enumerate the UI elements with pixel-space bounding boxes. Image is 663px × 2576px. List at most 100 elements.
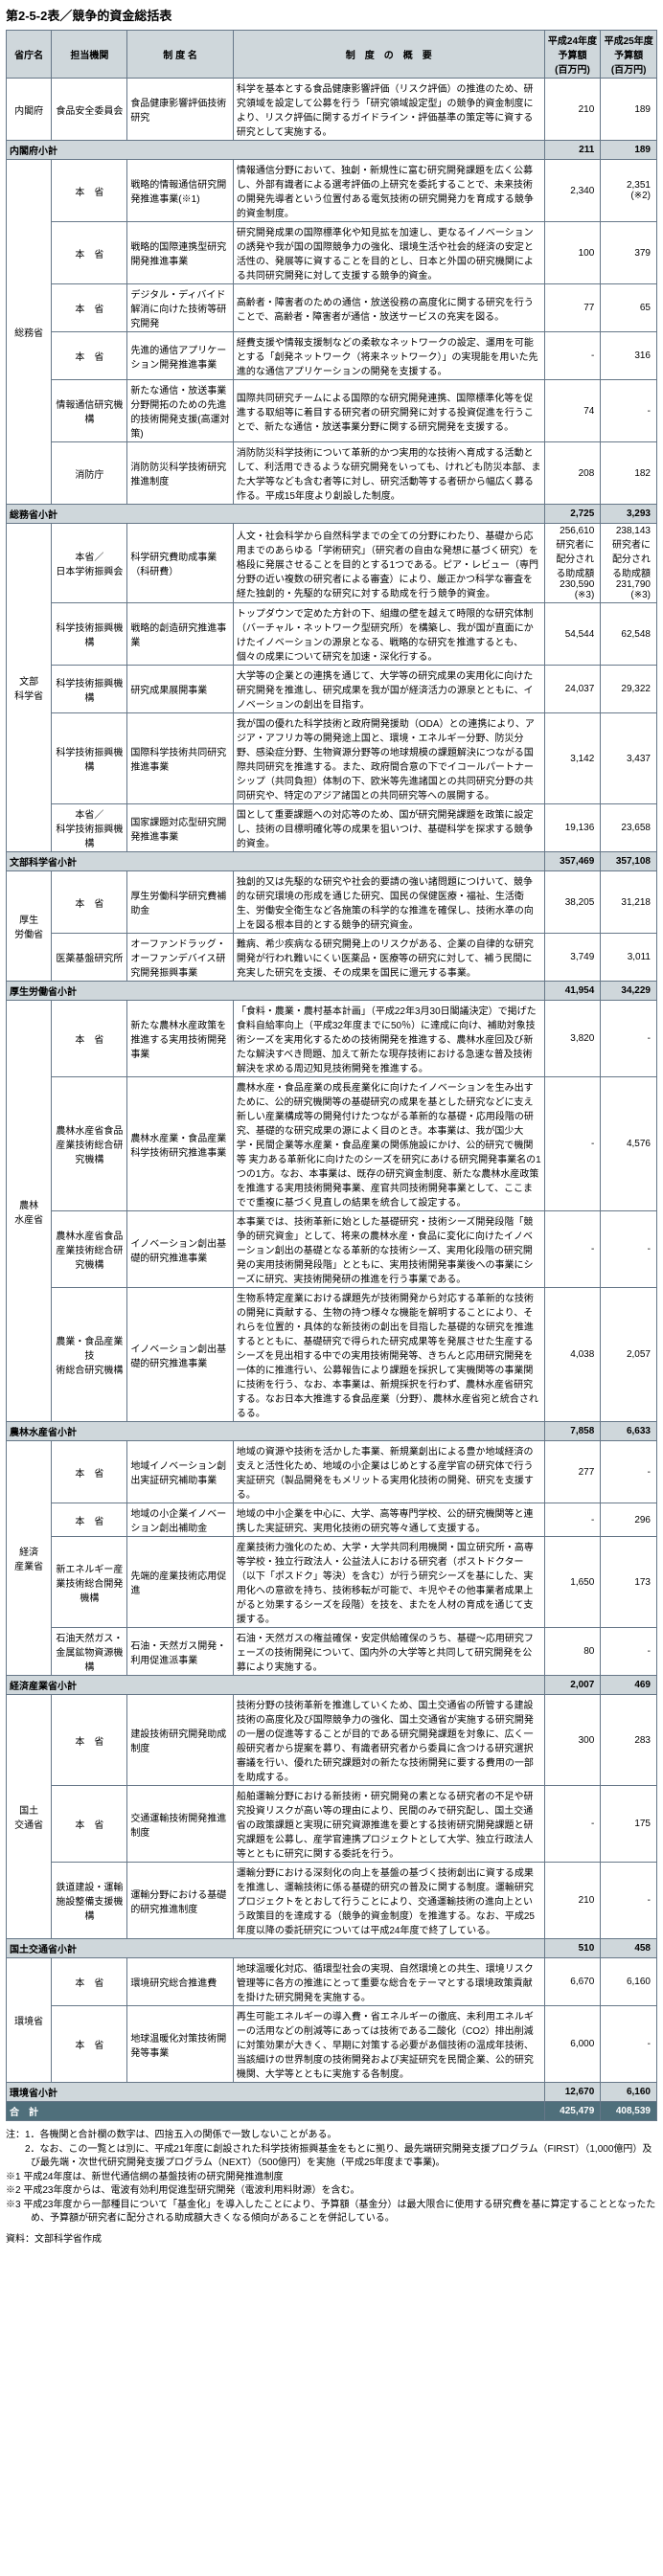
subtotal-label: 文部科学省小計 <box>7 852 545 871</box>
cell-fy24: 54,544 <box>544 603 601 666</box>
cell-fy25: 379 <box>601 222 657 284</box>
cell-scheme: 国家課題対応型研究開発推進事業 <box>127 804 234 852</box>
cell-scheme: 科学研究費助成事業（科研費） <box>127 524 234 603</box>
cell-fy25: - <box>601 1001 657 1077</box>
cell-fy24: 24,037 <box>544 666 601 713</box>
cell-scheme: 農林水産業・食品産業科学技術研究推進事業 <box>127 1077 234 1211</box>
subtotal-row: 文部科学省小計357,469357,108 <box>7 852 657 871</box>
table-row: 本省／科学技術振興機構国家課題対応型研究開発推進事業国として重要課題への対応等の… <box>7 804 657 852</box>
subtotal-fy24: 2,007 <box>544 1676 601 1695</box>
subtotal-fy24: 41,954 <box>544 982 601 1001</box>
cell-overview: 「食料・農業・農村基本計画」（平成22年3月30日閣議決定）で掲げた食料自給率向… <box>233 1001 544 1077</box>
cell-fy25: - <box>601 380 657 442</box>
cell-fy24: - <box>544 332 601 380</box>
cell-overview: 再生可能エネルギーの導入費・省エネルギーの徹底、未利用エネルギーの活用などの削減… <box>233 2006 544 2083</box>
cell-agency: 科学技術振興機構 <box>52 603 127 666</box>
subtotal-fy25: 34,229 <box>601 982 657 1001</box>
col-agency: 担当機関 <box>52 31 127 79</box>
subtotal-row: 環境省小計12,6706,160 <box>7 2083 657 2102</box>
cell-fy24: 100 <box>544 222 601 284</box>
cell-fy24: - <box>544 1077 601 1211</box>
cell-scheme: 厚生労働科学研究費補助金 <box>127 871 234 934</box>
cell-agency: 本省／日本学術振興会 <box>52 524 127 603</box>
subtotal-fy24: 7,858 <box>544 1422 601 1441</box>
subtotal-label: 内閣府小計 <box>7 141 545 160</box>
cell-overview: 石油・天然ガスの権益確保・安定供給確保のうち、基礎～応用研究フェーズの技術開発に… <box>233 1628 544 1676</box>
cell-fy24: 208 <box>544 442 601 505</box>
cell-overview: 地域の中小企業を中心に、大学、高等専門学校、公的研究機関等と連携した実証研究、実… <box>233 1503 544 1537</box>
cell-fy24: 38,205 <box>544 871 601 934</box>
table-row: 経済産業省本 省地域イノベーション創出実証研究補助事業地域の資源や技術を活かした… <box>7 1441 657 1503</box>
cell-fy25: 62,548 <box>601 603 657 666</box>
cell-ministry: 農林水産省 <box>7 1001 52 1422</box>
cell-scheme: 建設技術研究開発助成制度 <box>127 1695 234 1786</box>
subtotal-row: 厚生労働省小計41,95434,229 <box>7 982 657 1001</box>
col-fy25: 平成25年度予算額(百万円) <box>601 31 657 79</box>
cell-scheme: 国際科学技術共同研究推進事業 <box>127 713 234 804</box>
cell-fy24: - <box>544 1211 601 1288</box>
table-row: 厚生労働省本 省厚生労働科学研究費補助金独創的又は先駆的な研究や社会的要請の強い… <box>7 871 657 934</box>
cell-fy24: 6,670 <box>544 1958 601 2006</box>
cell-agency: 本 省 <box>52 871 127 934</box>
cell-agency: 本 省 <box>52 222 127 284</box>
table-row: 農林水産省食品産業技術総合研究機構イノベーション創出基礎的研究推進事業本事業では… <box>7 1211 657 1288</box>
cell-agency: 食品安全委員会 <box>52 79 127 141</box>
subtotal-fy24: 2,725 <box>544 505 601 524</box>
table-row: 内閣府 食品安全委員会 食品健康影響評価技術研究 科学を基本とする食品健康影響評… <box>7 79 657 141</box>
table-row: 本 省交通運輸技術開発推進制度船舶運輸分野における新技術・研究開発の素となる研究… <box>7 1786 657 1863</box>
cell-scheme: 戦略的国際連携型研究開発推進事業 <box>127 222 234 284</box>
subtotal-fy25: 469 <box>601 1676 657 1695</box>
subtotal-fy25: 3,293 <box>601 505 657 524</box>
cell-agency: 本 省 <box>52 332 127 380</box>
cell-fy25: 6,160 <box>601 1958 657 2006</box>
cell-agency: 農業・食品産業技術総合研究機構 <box>52 1288 127 1422</box>
cell-overview: トップダウンで定めた方針の下、組織の壁を越えて時限的な研究体制（バーチャル・ネッ… <box>233 603 544 666</box>
cell-fy25: 3,437 <box>601 713 657 804</box>
footnotes: 注：1．各機関と合計欄の数字は、四捨五入の関係で一致しないことがある。 2．なお… <box>6 2129 657 2226</box>
cell-overview: 情報通信分野において、独創・新規性に富む研究開発課題を広く公募し、外部有識者によ… <box>233 160 544 222</box>
subtotal-label: 国土交通省小計 <box>7 1939 545 1958</box>
table-row: 農林水産省食品産業技術総合研究機構農林水産業・食品産業科学技術研究推進事業農林水… <box>7 1077 657 1211</box>
cell-scheme: 消防防災科学技術研究推進制度 <box>127 442 234 505</box>
cell-fy25: - <box>601 1628 657 1676</box>
cell-scheme: 新たな農林水産政策を推進する実用技術開発事業 <box>127 1001 234 1077</box>
cell-overview: 本事業では、技術革新に始とした基礎研究・技術シーズ開発段階「競争的研究資金」とし… <box>233 1211 544 1288</box>
subtotal-row: 国土交通省小計510458 <box>7 1939 657 1958</box>
cell-overview: 農林水産・食品産業の成長産業化に向けたイノベーションを生み出すために、公的研究機… <box>233 1077 544 1211</box>
subtotal-fy25: 357,108 <box>601 852 657 871</box>
cell-overview: 大学等の企業との連携を通じて、大学等の研究成果の実用化に向けた研究開発を推進し、… <box>233 666 544 713</box>
cell-scheme: 運輸分野における基礎的研究推進制度 <box>127 1863 234 1939</box>
cell-overview: 難病、希少疾病なる研究開発上のリスクがある、企業の自律的な研究開発が行われ難いに… <box>233 934 544 982</box>
cell-fy24: 3,820 <box>544 1001 601 1077</box>
cell-scheme: 地球温暖化対策技術開発等事業 <box>127 2006 234 2083</box>
cell-ministry: 内閣府 <box>7 79 52 141</box>
cell-fy24: 1,650 <box>544 1537 601 1628</box>
subtotal-fy24: 510 <box>544 1939 601 1958</box>
cell-overview: 我が国の優れた科学技術と政府開発援助（ODA）との連携により、アジア・アフリカ等… <box>233 713 544 804</box>
cell-fy24: 300 <box>544 1695 601 1786</box>
cell-overview: 研究開発成果の国際標準化や知見拡を加速し、更なるイノベーションの誘発や我が国の国… <box>233 222 544 284</box>
table-title: 第2-5-2表／競争的資金総括表 <box>6 6 657 24</box>
cell-fy25: 2,351(※2) <box>601 160 657 222</box>
table-row: 鉄道建設・運輸施設整備支援機構運輸分野における基礎的研究推進制度運輸分野における… <box>7 1863 657 1939</box>
col-ministry: 省庁名 <box>7 31 52 79</box>
col-overview: 制 度 の 概 要 <box>233 31 544 79</box>
cell-fy24: 77 <box>544 284 601 332</box>
table-row: 消防庁消防防災科学技術研究推進制度消防防災科学技術について革新的かつ実用的な技術… <box>7 442 657 505</box>
cell-scheme: 戦略的情報通信研究開発推進事業(※1) <box>127 160 234 222</box>
table-row: 本 省先進的通信アプリケーション開発推進事業経費支援や情報支援制などの柔軟なネッ… <box>7 332 657 380</box>
table-row: 本 省地域の小企業イノベーション創出補助金地域の中小企業を中心に、大学、高等専門… <box>7 1503 657 1537</box>
subtotal-fy24: 211 <box>544 141 601 160</box>
cell-agency: 本 省 <box>52 1695 127 1786</box>
cell-fy24: 210 <box>544 79 601 141</box>
cell-scheme: 新たな通信・放送事業分野開拓のための先進的技術開発支援(高運対策) <box>127 380 234 442</box>
cell-scheme: 食品健康影響評価技術研究 <box>127 79 234 141</box>
subtotal-fy24: 12,670 <box>544 2083 601 2102</box>
cell-agency: 本 省 <box>52 1786 127 1863</box>
cell-scheme: 戦略的創造研究推進事業 <box>127 603 234 666</box>
table-row: 医薬基盤研究所オーファンドラッグ・オーファンデバイス研究開発振興事業難病、希少疾… <box>7 934 657 982</box>
cell-fy25: 238,143研究者に配分される助成額231,790(※3) <box>601 524 657 603</box>
cell-agency: 本 省 <box>52 160 127 222</box>
cell-fy25: - <box>601 1211 657 1288</box>
cell-fy25: 283 <box>601 1695 657 1786</box>
